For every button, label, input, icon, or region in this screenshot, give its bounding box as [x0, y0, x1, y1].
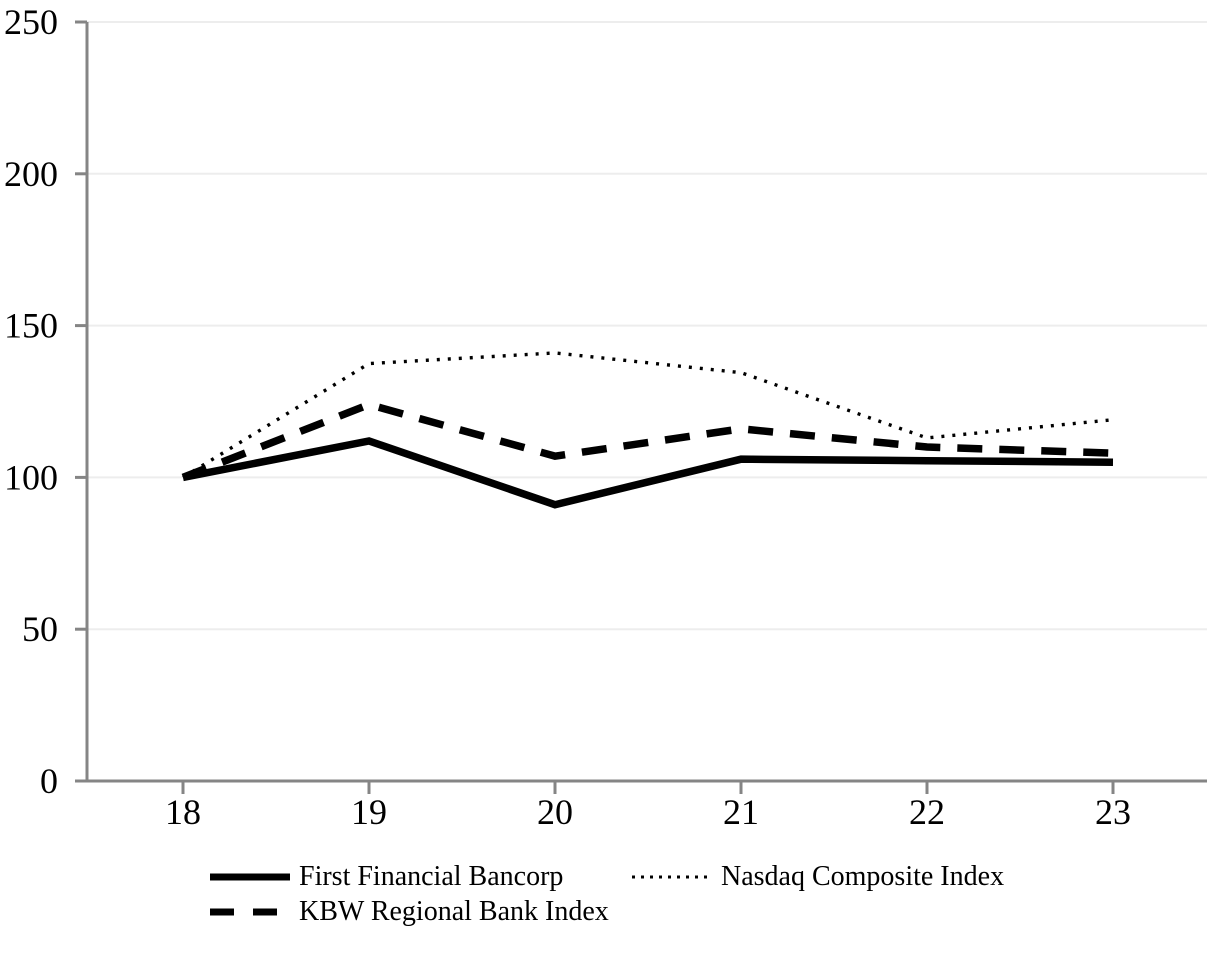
solid-line-swatch — [210, 873, 290, 881]
legend-item-kbw-regional-bank-index: KBW Regional Bank Index — [210, 896, 632, 928]
legend-label-nasdaq-composite-index: Nasdaq Composite Index — [721, 861, 1005, 892]
y-tick-label-100: 100 — [4, 457, 58, 497]
performance-chart-svg: 0 50 100 150 200 250 18 19 20 21 22 23 — [4, 2, 1207, 832]
dotted-line-swatch — [632, 875, 712, 879]
y-tick-label-250: 250 — [4, 2, 58, 42]
y-tick-label-150: 150 — [4, 306, 58, 346]
chart-legend: First Financial Bancorp Nasdaq Composite… — [210, 861, 1004, 928]
y-tick-label-50: 50 — [22, 609, 58, 649]
legend-item-nasdaq-composite-index: Nasdaq Composite Index — [632, 861, 1004, 893]
legend-label-kbw-regional-bank-index: KBW Regional Bank Index — [299, 896, 609, 927]
x-tick-label-22: 22 — [909, 792, 945, 832]
x-tick-label-19: 19 — [351, 792, 387, 832]
x-tick-label-20: 20 — [537, 792, 573, 832]
x-tick-label-18: 18 — [165, 792, 201, 832]
series-line-first-financial-bancorp — [182, 437, 1114, 509]
y-tick-label-0: 0 — [40, 761, 58, 801]
x-tick-label-23: 23 — [1095, 792, 1131, 832]
x-tick-label-21: 21 — [723, 792, 759, 832]
series-line-kbw-regional-bank-index — [181, 400, 1114, 481]
legend-item-first-financial-bancorp: First Financial Bancorp — [210, 861, 632, 893]
series-line-nasdaq-composite-index — [182, 351, 1114, 479]
dashed-line-swatch — [210, 908, 290, 916]
legend-label-first-financial-bancorp: First Financial Bancorp — [299, 861, 564, 892]
y-tick-label-200: 200 — [4, 154, 58, 194]
